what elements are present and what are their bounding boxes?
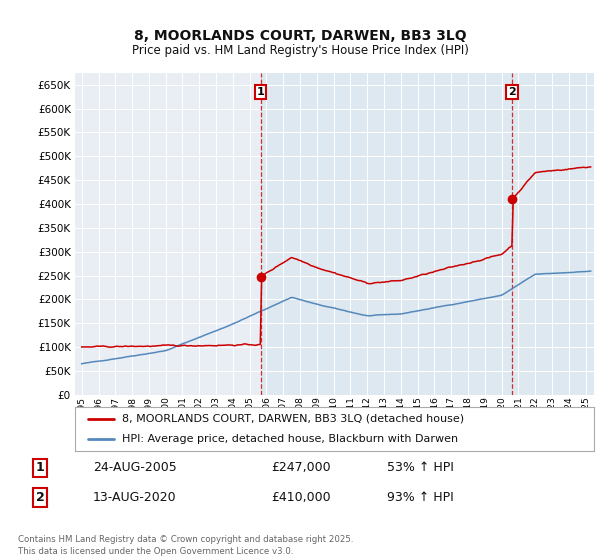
Text: 8, MOORLANDS COURT, DARWEN, BB3 3LQ (detached house): 8, MOORLANDS COURT, DARWEN, BB3 3LQ (det… bbox=[122, 414, 464, 424]
Text: 93% ↑ HPI: 93% ↑ HPI bbox=[386, 491, 454, 504]
Text: £247,000: £247,000 bbox=[271, 461, 331, 474]
Text: £410,000: £410,000 bbox=[271, 491, 331, 504]
Text: 1: 1 bbox=[35, 461, 44, 474]
Text: 2: 2 bbox=[508, 87, 516, 97]
Text: 53% ↑ HPI: 53% ↑ HPI bbox=[386, 461, 454, 474]
Text: 2: 2 bbox=[35, 491, 44, 504]
Text: Contains HM Land Registry data © Crown copyright and database right 2025.
This d: Contains HM Land Registry data © Crown c… bbox=[18, 535, 353, 556]
Bar bbox=[260, 73, 599, 395]
Text: 24-AUG-2005: 24-AUG-2005 bbox=[93, 461, 176, 474]
Text: 8, MOORLANDS COURT, DARWEN, BB3 3LQ: 8, MOORLANDS COURT, DARWEN, BB3 3LQ bbox=[134, 29, 466, 44]
Text: 1: 1 bbox=[257, 87, 265, 97]
Text: Price paid vs. HM Land Registry's House Price Index (HPI): Price paid vs. HM Land Registry's House … bbox=[131, 44, 469, 57]
Text: HPI: Average price, detached house, Blackburn with Darwen: HPI: Average price, detached house, Blac… bbox=[122, 434, 458, 444]
Text: 13-AUG-2020: 13-AUG-2020 bbox=[93, 491, 176, 504]
